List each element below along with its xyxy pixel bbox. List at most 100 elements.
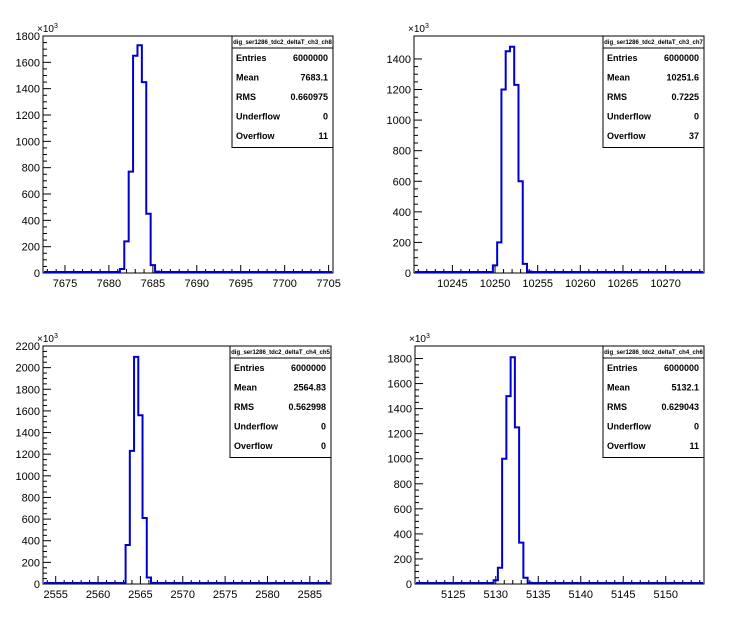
x-tick-label: 2560 <box>86 589 110 601</box>
histogram-line <box>44 355 330 584</box>
x-tick-label: 10270 <box>650 278 681 290</box>
x-tick-label: 10255 <box>522 278 553 290</box>
stats-title: dig_ser1286_tdc2_deltaT_ch3_ch8 <box>233 40 332 46</box>
y-tick-label: 600 <box>22 189 40 201</box>
y-tick-label: 2200 <box>16 341 40 353</box>
stats-label: Entries <box>607 363 638 373</box>
stats-label: Underflow <box>236 112 281 122</box>
stats-label: RMS <box>607 402 627 412</box>
stats-label: Overflow <box>234 441 274 451</box>
x-tick-label: 2555 <box>43 589 67 601</box>
y-tick-label: 1400 <box>16 428 40 440</box>
y-tick-label: 1600 <box>388 379 412 391</box>
y-axis-exponent: ×103 <box>37 333 58 345</box>
stats-box <box>229 345 332 458</box>
y-tick-label: 1200 <box>16 449 40 461</box>
x-tick-label: 7680 <box>97 278 121 290</box>
y-tick-label: 200 <box>393 237 411 249</box>
x-tick-label: 5145 <box>611 589 635 601</box>
stats-value: 0.629043 <box>661 402 699 412</box>
stats-value: 0.660975 <box>290 92 328 102</box>
stats-value: 37 <box>689 131 699 141</box>
histogram-line <box>44 44 332 273</box>
y-tick-label: 800 <box>394 479 412 491</box>
stats-value: 11 <box>689 441 699 451</box>
y-tick-label: 200 <box>22 557 40 569</box>
x-tick-label: 2565 <box>128 589 152 601</box>
stats-label: Mean <box>607 73 630 83</box>
stats-label: Entries <box>236 53 267 63</box>
x-tick-label: 5135 <box>526 589 550 601</box>
stats-value: 6000000 <box>293 53 328 63</box>
y-tick-label: 1000 <box>387 115 411 127</box>
y-tick-label: 200 <box>394 554 412 566</box>
x-tick-label: 2570 <box>171 589 195 601</box>
stats-label: Underflow <box>607 422 652 432</box>
y-tick-label: 1200 <box>388 429 412 441</box>
y-tick-label: 800 <box>393 146 411 158</box>
x-tick-label: 7695 <box>228 278 252 290</box>
stats-value: 0.562998 <box>288 402 326 412</box>
stats-label: RMS <box>607 92 627 102</box>
stats-value: 0 <box>321 441 326 451</box>
x-tick-label: 10245 <box>437 278 468 290</box>
y-tick-label: 1000 <box>16 136 40 148</box>
x-tick-label: 5140 <box>569 589 593 601</box>
y-tick-label: 400 <box>22 215 40 227</box>
stats-value: 11 <box>318 131 328 141</box>
y-tick-label: 1600 <box>16 57 40 69</box>
stats-label: Mean <box>234 383 257 393</box>
y-tick-label: 600 <box>394 504 412 516</box>
histogram-panel: 0 200 400 600 800 1000 1200 1400 ×103 10245 10250 1… <box>387 23 705 290</box>
y-tick-label: 600 <box>22 514 40 526</box>
y-tick-label: 2000 <box>16 363 40 375</box>
x-tick-label: 10260 <box>565 278 596 290</box>
y-tick-label: 1400 <box>16 84 40 96</box>
y-tick-label: 400 <box>22 536 40 548</box>
y-tick-label: 1200 <box>16 110 40 122</box>
stats-label: Mean <box>607 383 630 393</box>
x-tick-label: 10265 <box>608 278 639 290</box>
x-tick-label: 5125 <box>441 589 465 601</box>
stats-label: Underflow <box>234 422 279 432</box>
y-tick-label: 1800 <box>388 354 412 366</box>
y-tick-label: 800 <box>22 492 40 504</box>
stats-label: RMS <box>234 402 254 412</box>
histogram-line <box>416 356 703 584</box>
stats-box <box>602 345 705 458</box>
x-tick-label: 7700 <box>272 278 296 290</box>
stats-value: 0 <box>321 422 326 432</box>
stats-label: Underflow <box>607 112 652 122</box>
stats-value: 10251.6 <box>666 73 699 83</box>
y-tick-label: 0 <box>34 268 40 280</box>
stats-value: 5132.1 <box>671 383 699 393</box>
y-tick-label: 0 <box>405 268 411 280</box>
stats-value: 2564.83 <box>293 383 326 393</box>
stats-label: Overflow <box>607 131 647 141</box>
x-tick-label: 5150 <box>654 589 678 601</box>
y-axis-exponent: ×103 <box>37 23 58 35</box>
histogram-panel: 0 200 400 600 800 1000 1200 1400 1600 1800×103 767… <box>16 23 341 290</box>
stats-box <box>602 35 705 148</box>
y-tick-label: 1200 <box>387 85 411 97</box>
x-tick-label: 10250 <box>480 278 511 290</box>
y-tick-label: 400 <box>394 529 412 541</box>
y-tick-label: 800 <box>22 163 40 175</box>
stats-box <box>231 35 334 148</box>
stats-value: 0 <box>323 112 328 122</box>
y-tick-label: 1400 <box>387 54 411 66</box>
y-tick-label: 1800 <box>16 384 40 396</box>
y-tick-label: 0 <box>406 579 412 591</box>
histogram-panel: 0 200 400 600 800 1000 1200 1400 1600 1800 2000 220… <box>16 333 332 601</box>
stats-title: dig_ser1286_tdc2_deltaT_ch4_ch6 <box>604 350 703 356</box>
x-tick-label: 5130 <box>484 589 508 601</box>
y-tick-label: 200 <box>22 242 40 254</box>
stats-label: Entries <box>607 53 638 63</box>
stats-value: 6000000 <box>664 363 699 373</box>
y-tick-label: 1400 <box>388 404 412 416</box>
stats-label: RMS <box>236 92 256 102</box>
x-tick-label: 2580 <box>255 589 279 601</box>
y-tick-label: 1800 <box>16 31 40 43</box>
stats-title: dig_ser1286_tdc2_deltaT_ch3_ch7 <box>604 40 703 46</box>
